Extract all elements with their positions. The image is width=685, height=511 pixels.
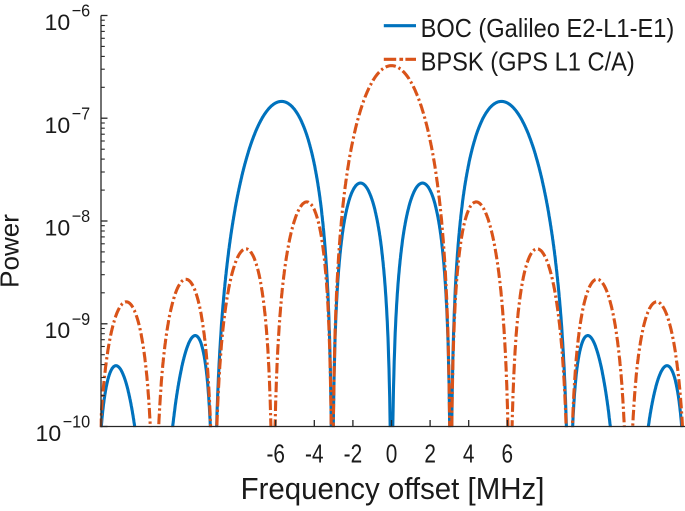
svg-text:−6: −6 [72, 1, 90, 21]
svg-text:BPSK (GPS L1 C/A): BPSK (GPS L1 C/A) [421, 49, 635, 77]
svg-text:0: 0 [386, 439, 398, 468]
svg-text:−10: −10 [63, 412, 90, 432]
svg-text:Frequency offset [MHz]: Frequency offset [MHz] [241, 472, 545, 506]
svg-text:-2: -2 [344, 439, 362, 468]
svg-text:−7: −7 [72, 104, 90, 124]
svg-text:10: 10 [36, 421, 62, 445]
svg-text:10: 10 [45, 319, 71, 343]
svg-text:4: 4 [463, 439, 475, 468]
svg-text:10: 10 [45, 216, 71, 240]
svg-text:6: 6 [502, 439, 514, 468]
svg-text:-4: -4 [305, 439, 323, 468]
svg-text:−8: −8 [72, 206, 90, 226]
svg-text:BOC (Galileo E2-L1-E1): BOC (Galileo E2-L1-E1) [421, 15, 675, 43]
svg-text:Power: Power [0, 214, 25, 288]
svg-text:−9: −9 [72, 309, 90, 329]
svg-text:10: 10 [45, 113, 71, 137]
svg-text:10: 10 [45, 10, 71, 34]
svg-text:-6: -6 [266, 439, 284, 468]
svg-text:2: 2 [424, 439, 436, 468]
